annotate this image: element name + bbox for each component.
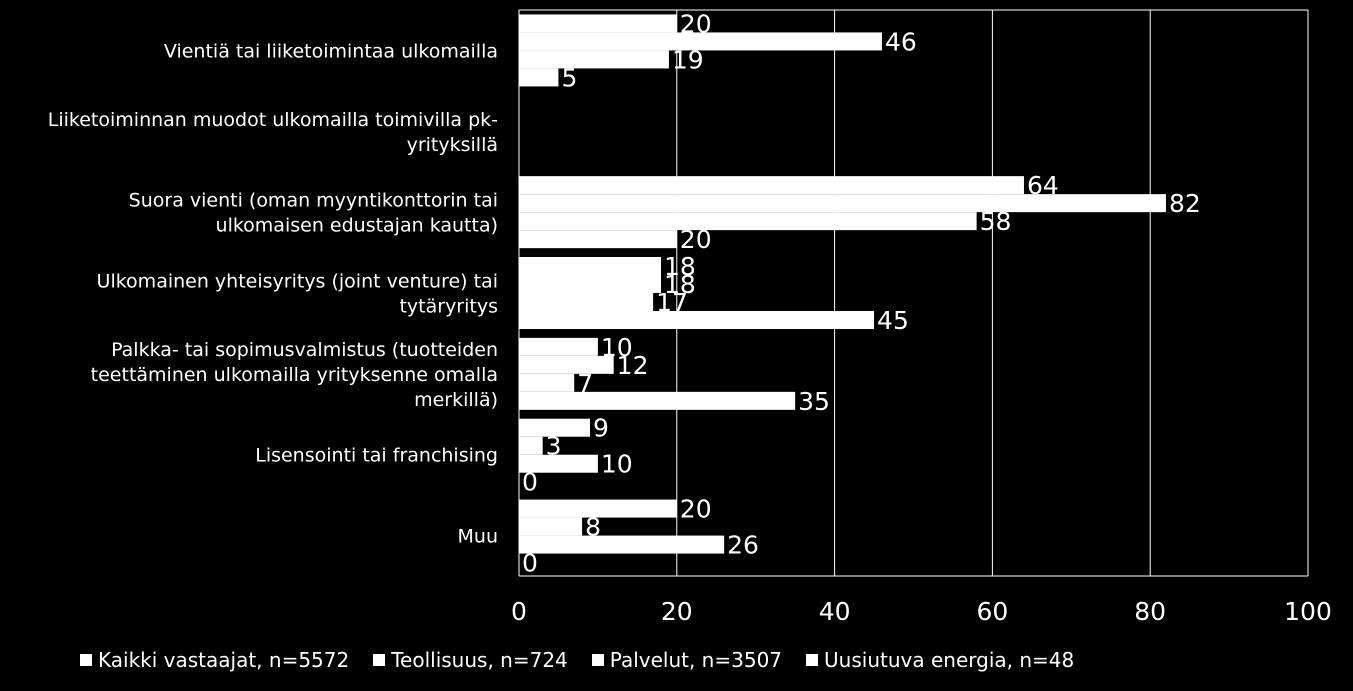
data-label-c5-s0: 9 — [593, 414, 609, 443]
bar-c0-s1 — [519, 32, 882, 51]
legend-label: Uusiutuva energia, n=48 — [824, 648, 1075, 672]
data-label-c4-s1: 12 — [617, 351, 649, 380]
bar-c0-s0 — [519, 14, 677, 33]
bar-c4-s2 — [519, 373, 575, 392]
category-label-line: Lisensointi tai franchising — [255, 445, 498, 467]
bar-c2-s0 — [519, 176, 1024, 195]
category-label-line: Muu — [458, 526, 498, 548]
x-tick-label-0: 0 — [511, 597, 527, 626]
legend-swatch — [80, 654, 92, 666]
x-tick-label-80: 80 — [1134, 597, 1166, 626]
data-label-c4-s3: 35 — [798, 387, 830, 416]
category-label-line: Vientiä tai liiketoimintaa ulkomailla — [164, 40, 498, 62]
data-label-c0-s2: 19 — [672, 45, 704, 74]
legend-swatch — [806, 654, 819, 666]
category-label-1: Liiketoiminnan muodot ulkomailla toimivi… — [48, 109, 498, 156]
bar-c6-s0 — [519, 499, 677, 518]
category-label-line: tytäryritys — [399, 296, 498, 318]
legend-item-2: Palvelut, n=3507 — [591, 648, 783, 672]
legend-item-0: Kaikki vastaajat, n=5572 — [80, 648, 349, 672]
legend-swatch — [373, 654, 386, 666]
data-label-c5-s2: 10 — [601, 450, 633, 479]
category-label-6: Muu — [458, 526, 498, 548]
bar-c3-s0 — [519, 257, 662, 275]
bar-c3-s1 — [519, 275, 662, 293]
bar-c2-s1 — [519, 194, 1166, 213]
x-tick-label-100: 100 — [1284, 597, 1332, 626]
legend-label: Teollisuus, n=724 — [391, 648, 568, 672]
category-label-3: Ulkomainen yhteisyritys (joint venture) … — [97, 271, 498, 318]
data-label-c6-s0: 20 — [680, 495, 712, 524]
bar-c4-s0 — [519, 337, 598, 356]
bar-c6-s2 — [519, 535, 725, 554]
category-label-0: Vientiä tai liiketoimintaa ulkomailla — [164, 40, 498, 62]
data-label-c6-s3: 0 — [522, 549, 538, 578]
data-label-c3-s3: 45 — [877, 306, 909, 335]
bar-c2-s3 — [519, 230, 677, 249]
data-label-c2-s3: 20 — [680, 225, 712, 254]
data-label-c0-s3: 5 — [561, 63, 577, 92]
category-label-line: merkillä) — [414, 389, 498, 411]
data-label-c2-s1: 82 — [1169, 189, 1201, 218]
x-tick-label-60: 60 — [976, 597, 1008, 626]
bar-c0-s3 — [519, 68, 559, 87]
bar-c0-s2 — [519, 50, 669, 69]
data-label-c6-s2: 26 — [727, 531, 759, 560]
data-label-c6-s1: 8 — [585, 513, 601, 542]
category-label-line: Ulkomainen yhteisyritys (joint venture) … — [97, 271, 498, 293]
data-label-c2-s2: 58 — [980, 207, 1012, 236]
legend-item-1: Teollisuus, n=724 — [373, 648, 568, 672]
category-label-2: Suora vienti (oman myyntikonttorin tai ul… — [129, 190, 498, 237]
bar-c3-s2 — [519, 293, 654, 311]
data-label-c4-s2: 7 — [577, 369, 593, 398]
x-tick-label-40: 40 — [819, 597, 851, 626]
data-label-c5-s1: 3 — [546, 432, 562, 461]
category-label-line: Liiketoiminnan muodot ulkomailla toimivi… — [48, 109, 498, 131]
x-tick-label-20: 20 — [661, 597, 693, 626]
category-label-line: Suora vienti (oman myyntikonttorin tai — [129, 190, 498, 212]
data-label-c5-s3: 0 — [522, 468, 538, 497]
category-label-line: teettäminen ulkomailla yrityksenne omall… — [91, 364, 498, 386]
category-label-line: yrityksillä — [407, 134, 498, 156]
bar-c3-s3 — [519, 311, 875, 329]
data-label-c3-s1: 18 — [664, 270, 696, 299]
data-label-c3-s0: 18 — [664, 252, 696, 281]
category-label-line: ulkomaisen edustajan kautta) — [216, 215, 498, 237]
bar-c4-s1 — [519, 355, 614, 374]
bar-c5-s2 — [519, 454, 598, 473]
bar-c4-s3 — [519, 391, 796, 410]
bar-c5-s0 — [519, 418, 591, 437]
legend-label: Kaikki vastaajat, n=5572 — [98, 648, 350, 672]
legend-swatch — [591, 654, 604, 666]
category-label-4: Palkka- tai sopimusvalmistus (tuotteiden… — [91, 339, 498, 411]
data-label-c0-s1: 46 — [885, 27, 917, 56]
bar-c6-s1 — [519, 517, 583, 536]
legend-label: Palvelut, n=3507 — [609, 648, 783, 672]
legend-item-3: Uusiutuva energia, n=48 — [806, 648, 1074, 672]
category-label-line: Palkka- tai sopimusvalmistus (tuotteiden — [111, 339, 498, 361]
bar-c5-s1 — [519, 436, 543, 455]
legend: Kaikki vastaajat, n=5572 Teollisuus, n=72… — [80, 648, 1098, 672]
bar-c2-s2 — [519, 212, 977, 231]
category-label-5: Lisensointi tai franchising — [255, 445, 498, 467]
